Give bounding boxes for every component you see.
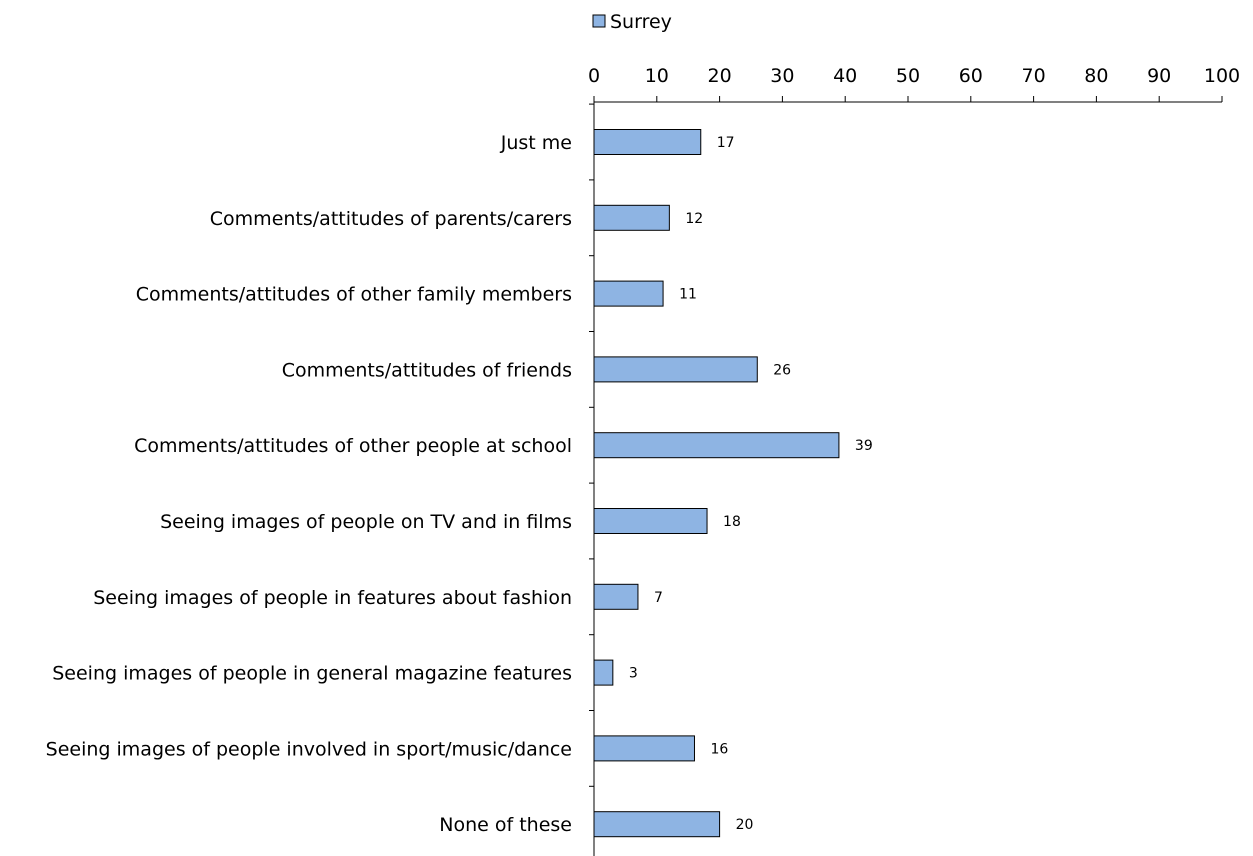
x-tick-label: 80 — [1084, 65, 1108, 87]
category-label: Just me — [500, 132, 572, 154]
data-label: 7 — [654, 590, 663, 606]
data-label: 17 — [717, 135, 735, 151]
category-label: Comments/attitudes of parents/carers — [210, 208, 572, 230]
category-label: Seeing images of people involved in spor… — [46, 738, 572, 760]
data-label: 12 — [685, 211, 703, 227]
legend-label: Surrey — [610, 11, 672, 33]
labels: Just me 17 Comments/attitudes of parents/c… — [46, 132, 873, 836]
x-tick-label: 60 — [959, 65, 983, 87]
bar — [593, 659, 614, 686]
bar — [593, 129, 702, 155]
category-label: Comments/attitudes of other people at sc… — [134, 435, 572, 457]
x-tick-label: 50 — [896, 65, 920, 87]
axes: 0 10 20 30 40 50 60 70 80 90 100 — [588, 65, 1240, 856]
category-label: Comments/attitudes of friends — [282, 359, 572, 381]
data-label: 11 — [679, 287, 697, 303]
bar — [593, 811, 721, 838]
category-label: None of these — [439, 814, 572, 836]
category-label: Seeing images of people in general magaz… — [52, 663, 572, 685]
bars — [593, 129, 840, 838]
data-label: 20 — [736, 817, 754, 833]
data-label: 18 — [723, 514, 741, 530]
x-tick-label: 90 — [1147, 65, 1171, 87]
category-label: Comments/attitudes of other family membe… — [136, 284, 572, 306]
data-label: 16 — [710, 741, 728, 757]
x-tick-label: 30 — [770, 65, 794, 87]
bar — [593, 432, 840, 459]
data-label: 26 — [773, 362, 791, 378]
x-tick-label: 20 — [708, 65, 732, 87]
x-tick-label: 40 — [833, 65, 857, 87]
data-label: 39 — [855, 438, 873, 454]
legend-swatch — [592, 14, 606, 28]
bar — [593, 356, 758, 383]
x-tick-label: 0 — [588, 65, 600, 87]
bar — [593, 280, 664, 307]
bar — [593, 583, 639, 610]
bar — [593, 735, 695, 762]
bar — [593, 204, 670, 231]
category-label: Seeing images of people in features abou… — [93, 587, 572, 609]
bar — [593, 508, 708, 534]
x-tick-label: 100 — [1204, 65, 1240, 87]
category-label: Seeing images of people on TV and in fil… — [160, 511, 572, 533]
x-tick-label: 10 — [645, 65, 669, 87]
data-label: 3 — [629, 666, 638, 682]
x-tick-label: 70 — [1022, 65, 1046, 87]
legend: Surrey — [592, 11, 672, 33]
